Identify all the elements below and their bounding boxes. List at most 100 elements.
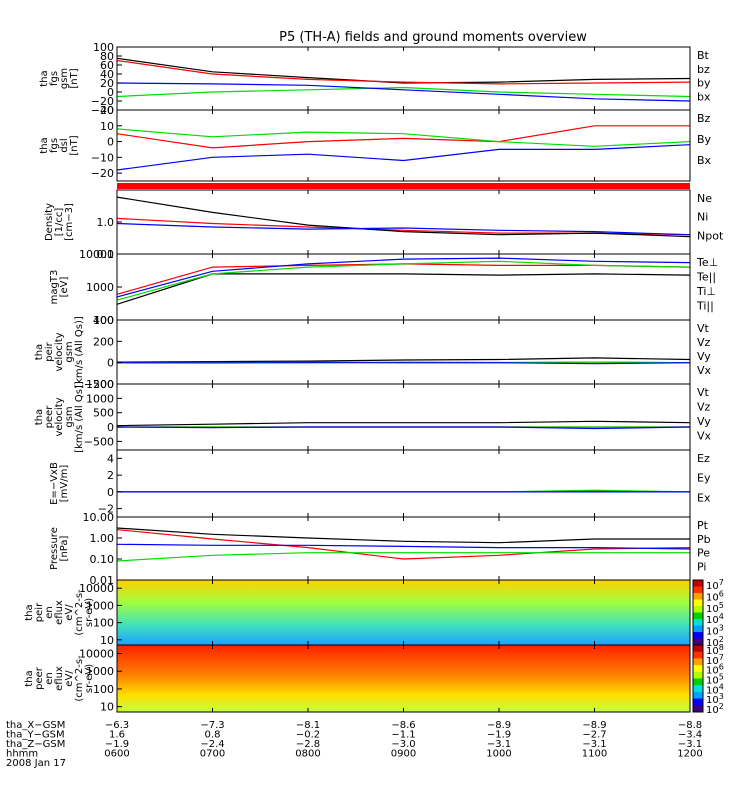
flag-bar bbox=[117, 183, 690, 189]
legend-peir-velocity-Vt: Vt bbox=[697, 322, 710, 335]
series-fgs-dsl-By bbox=[116, 128, 691, 147]
series-fgs-gsm-bx bbox=[116, 82, 691, 102]
legend-peir-velocity-Vy: Vy bbox=[697, 350, 711, 363]
footer-row-label: tha_Z−GSM bbox=[6, 739, 65, 750]
y-tick-label: 100 bbox=[93, 41, 114, 54]
footer-value: −1.9 bbox=[105, 739, 129, 750]
y-tick-label: 0 bbox=[107, 86, 114, 99]
footer-row-label: hhmm bbox=[6, 749, 38, 760]
legend-peir-velocity-Vx: Vx bbox=[697, 364, 712, 377]
y-tick-label: 10000 bbox=[79, 647, 114, 660]
footer-value: 0800 bbox=[295, 749, 320, 760]
footer-value: −8.9 bbox=[487, 720, 511, 731]
panel-peir-velocity-ylabel: velocity bbox=[54, 332, 65, 371]
colorbar-cell bbox=[693, 705, 703, 713]
y-tick-label: 100 bbox=[93, 314, 114, 327]
panel-fgs-dsl-ylabel: tha bbox=[39, 137, 50, 153]
y-tick-label: 2 bbox=[107, 469, 114, 482]
panel-peir-velocity-ylabel: tha bbox=[34, 344, 45, 360]
panel-peer-velocity-ylabel: gsm bbox=[64, 406, 75, 427]
panel-peer-velocity-frame bbox=[116, 383, 691, 451]
colorbar-tick-label: 104 bbox=[706, 682, 724, 696]
legend-pressure-Pb: Pb bbox=[697, 533, 711, 546]
colorbar-cell bbox=[693, 685, 703, 693]
y-tick-label: 0.10 bbox=[90, 553, 115, 566]
y-tick-label: 100 bbox=[93, 683, 114, 696]
y-tick-label: 10 bbox=[100, 701, 114, 714]
colorbar-cell bbox=[693, 698, 703, 706]
footer-value: 1100 bbox=[582, 749, 607, 760]
spectrogram-peir-eflux-ylabel: en bbox=[44, 606, 55, 619]
legend-fgs-dsl-Bx: Bx bbox=[697, 154, 712, 167]
footer-value: −1.9 bbox=[487, 730, 511, 741]
footer-value: −6.3 bbox=[105, 720, 129, 731]
panel-peer-velocity-ylabel: tha bbox=[34, 409, 45, 425]
spectrogram-peir-eflux-ylabel: sr-eV) bbox=[84, 598, 95, 627]
series-fgs-gsm-Bt bbox=[116, 57, 691, 84]
legend-fgs-gsm-Bt: Bt bbox=[697, 49, 710, 62]
series-fgs-dsl-Bz bbox=[116, 125, 690, 149]
colorbar-tick-label: 105 bbox=[706, 673, 724, 687]
figure-title: P5 (TH-A) fields and ground moments over… bbox=[279, 30, 587, 45]
colorbar-cell bbox=[693, 625, 703, 633]
panel-fgs-dsl: 20 10 0 −10 −20 tha fgs dsl [nT] Bz By Bx bbox=[39, 104, 712, 182]
series-fgs-gsm-bz bbox=[116, 59, 691, 85]
colorbar-cell bbox=[693, 593, 703, 600]
series-temperature-Ti⊥ bbox=[116, 257, 691, 298]
spectrogram-peir-eflux-ylabel: eV/ bbox=[64, 604, 75, 621]
panel-peer-velocity-ylabel: peer bbox=[44, 405, 55, 429]
colorbar-cell bbox=[693, 638, 703, 646]
footer-value: 0600 bbox=[104, 749, 129, 760]
legend-peer-velocity-Vx: Vx bbox=[697, 430, 712, 443]
y-tick-label: −200 bbox=[84, 378, 114, 391]
footer-value: −8.9 bbox=[582, 720, 606, 731]
spectrogram-peer-eflux-ylabel: (cm^2-s- bbox=[74, 655, 85, 702]
legend-fgs-dsl-By: By bbox=[697, 133, 712, 146]
y-tick-label: 0 bbox=[107, 421, 114, 434]
y-tick-label: 20 bbox=[100, 104, 114, 117]
footer-value: 1.6 bbox=[109, 730, 125, 741]
footer-value: −7.3 bbox=[200, 720, 224, 731]
series-temperature-Ti|| bbox=[116, 260, 691, 301]
panel-temperature: 10000 1000 100 magT3 [eV] Te⊥ Te||Ti⊥ Ti|| bbox=[49, 248, 718, 327]
legend-temperature-Te||: Te|| bbox=[696, 271, 716, 284]
panel-temperature-ylabel: [eV] bbox=[59, 277, 70, 298]
y-tick-label: 60 bbox=[100, 59, 114, 72]
panel-fgs-gsm-frame bbox=[116, 46, 691, 111]
colorbar-tick-label: 107 bbox=[706, 653, 724, 667]
panel-peir-velocity: 400 200 0 −200 tha peir velocity gsm [km/s (All … bbox=[34, 314, 712, 391]
colorbar-cell bbox=[693, 671, 703, 679]
legend-density-Ne: Ne bbox=[697, 192, 712, 205]
y-tick-label: 1.0 bbox=[97, 216, 115, 229]
series-fgs-dsl-Bx bbox=[116, 144, 691, 171]
colorbar-cell bbox=[693, 580, 703, 587]
colorbar-tick-label: 103 bbox=[706, 624, 724, 638]
footer-value: −3.1 bbox=[582, 739, 606, 750]
spectrogram-peir-eflux: 10000 1000 100 10 tha peir en eflux eV/(cm^2-s-s… bbox=[24, 578, 724, 649]
y-tick-label: 80 bbox=[100, 50, 114, 63]
series-peir-velocity-Vx bbox=[116, 362, 691, 365]
series-peir-velocity-Vt bbox=[116, 357, 691, 363]
footer-row-label: tha_Y−GSM bbox=[6, 730, 65, 741]
panel-peer-velocity-ylabel: velocity bbox=[54, 397, 65, 436]
footer-value: −0.2 bbox=[296, 730, 320, 741]
panel-fgs-dsl-ylabel: [nT] bbox=[69, 135, 80, 155]
colorbar-tick-label: 102 bbox=[706, 702, 724, 716]
panel-fgs-gsm-ylabel: fgs bbox=[49, 71, 60, 86]
panel-peir-velocity-ylabel: [km/s (All Qs)] bbox=[74, 316, 85, 388]
colorbar-cell bbox=[693, 658, 703, 666]
legend-efield-Ey: Ey bbox=[697, 472, 711, 485]
legend-efield-Ez: Ez bbox=[697, 452, 710, 465]
footer-value: −3.1 bbox=[678, 739, 702, 750]
y-tick-label: 10000 bbox=[79, 582, 114, 595]
y-tick-label: 40 bbox=[100, 68, 114, 81]
panel-fgs-gsm-ylabel: gsm bbox=[59, 68, 70, 89]
colorbar-cell bbox=[693, 691, 703, 700]
series-fgs-gsm-by bbox=[116, 86, 691, 98]
legend-pressure-Pt: Pt bbox=[697, 519, 709, 532]
spectrogram-peir-eflux-ylabel: peir bbox=[34, 602, 45, 622]
colorbar-tick-label: 105 bbox=[706, 601, 724, 615]
